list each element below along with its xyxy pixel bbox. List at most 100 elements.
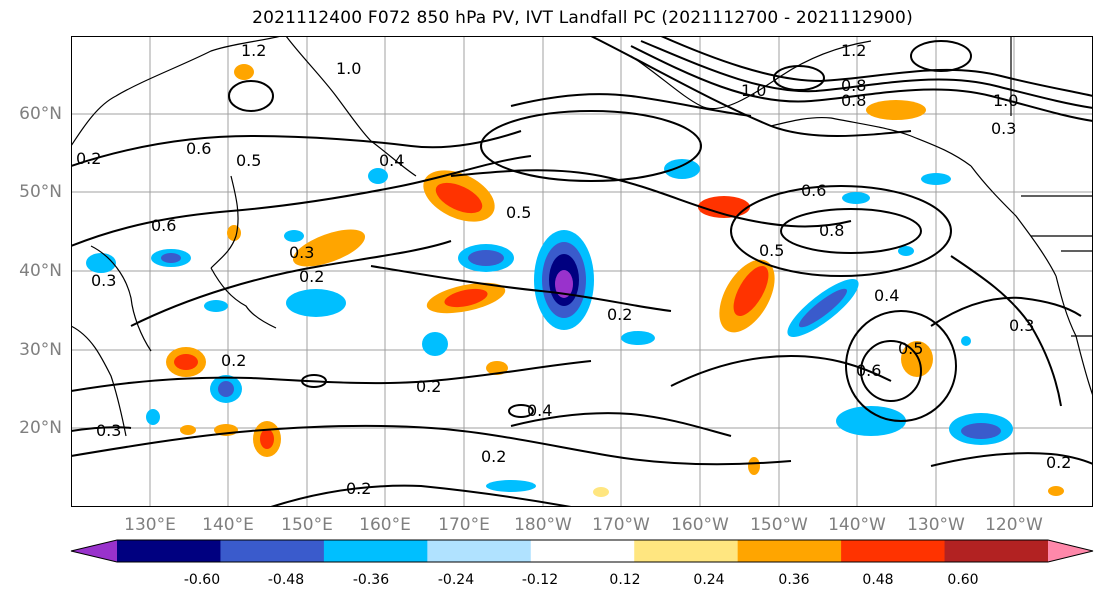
colorbar-tick: -0.60 — [183, 572, 221, 588]
contour-label: 0.5 — [898, 339, 923, 358]
lon-label: 130°E — [124, 515, 176, 535]
lon-label: 160°W — [671, 515, 729, 535]
contour-label: 0.2 — [481, 447, 506, 466]
colorbar-border — [70, 539, 1094, 563]
contour-label: 0.4 — [527, 401, 552, 420]
positive-anomaly — [292, 229, 366, 267]
positive-anomaly — [593, 487, 609, 497]
colorbar-swatch — [841, 540, 946, 562]
negative-anomaly — [961, 336, 971, 346]
lon-label: 120°W — [985, 515, 1043, 535]
negative-anomaly — [468, 250, 504, 266]
colorbar-swatch-over — [1048, 540, 1093, 562]
contour-label: 1.0 — [741, 81, 766, 100]
contour-label: 0.3 — [991, 119, 1016, 138]
lon-label: 170°E — [438, 515, 490, 535]
colorbar-tick: -0.48 — [267, 572, 305, 588]
contour-label: 0.5 — [506, 203, 531, 222]
colorbar-swatch — [427, 540, 532, 562]
positive-anomaly — [435, 182, 483, 214]
negative-anomaly — [555, 270, 573, 298]
colorbar-tick: -0.12 — [521, 572, 559, 588]
negative-anomaly — [486, 480, 536, 492]
positive-anomaly — [180, 425, 196, 435]
contour-label: 0.2 — [299, 267, 324, 286]
colorbar-swatches — [70, 539, 1094, 563]
lat-label: 30°N — [19, 340, 62, 360]
lon-label: 180°W — [514, 515, 572, 535]
negative-anomaly — [664, 159, 700, 179]
contour-label: 1.2 — [841, 41, 866, 60]
contour-label: 0.2 — [221, 351, 246, 370]
lat-label: 60°N — [19, 104, 62, 124]
colorbar-tick: 0.48 — [862, 572, 894, 588]
lon-label: 140°E — [202, 515, 254, 535]
negative-anomaly — [422, 332, 448, 356]
colorbar-tick: 0.60 — [947, 572, 979, 588]
colorbar-swatch — [117, 540, 221, 562]
colorbar — [70, 539, 1094, 563]
colorbar-swatch — [944, 540, 1049, 562]
negative-anomaly — [161, 253, 181, 263]
lon-label: 150°E — [281, 515, 333, 535]
positive-anomaly — [444, 288, 488, 308]
negative-anomaly — [898, 246, 914, 256]
lon-label: 130°W — [907, 515, 965, 535]
lon-label: 160°E — [359, 515, 411, 535]
contour-label: 1.0 — [993, 91, 1018, 110]
colorbar-tick: -0.36 — [352, 572, 390, 588]
positive-anomaly — [486, 361, 508, 375]
positive-anomaly — [733, 266, 769, 316]
contour-label: 1.0 — [336, 59, 361, 78]
contour-label: 1.2 — [241, 41, 266, 60]
anomaly-fills — [86, 64, 1064, 497]
positive-anomaly — [234, 64, 254, 80]
lat-label: 50°N — [19, 182, 62, 202]
negative-anomaly — [284, 230, 304, 242]
colorbar-swatch-under — [71, 540, 117, 562]
negative-anomaly — [204, 300, 228, 312]
negative-anomaly — [961, 423, 1001, 439]
contour-label: 0.8 — [819, 221, 844, 240]
contour-label: 0.2 — [416, 377, 441, 396]
lat-label: 20°N — [19, 418, 62, 438]
contour-label: 0.4 — [379, 151, 404, 170]
negative-anomaly — [836, 406, 906, 436]
positive-anomaly — [227, 225, 241, 241]
contour-lines — [71, 36, 1093, 507]
contour-label: 0.6 — [186, 139, 211, 158]
map-frame — [71, 36, 1093, 507]
colorbar-swatch — [220, 540, 325, 562]
colorbar-swatch — [530, 540, 635, 562]
negative-anomaly — [842, 192, 870, 204]
map-panel: 1.0 1.2 1.0 1.2 0.8 0.6 0.5 0.4 0.5 0.3 … — [71, 36, 1093, 507]
colorbar-tick: 0.36 — [778, 572, 810, 588]
contour-label: 0.6 — [801, 181, 826, 200]
contour-label: 0.5 — [759, 241, 784, 260]
contour-label: 0.2 — [346, 479, 371, 498]
contour-label: 0.3 — [96, 421, 121, 440]
negative-anomaly — [86, 253, 116, 273]
contour-label: 0.2 — [607, 305, 632, 324]
colorbar-tick: 0.12 — [609, 572, 641, 588]
contour-label: 0.2 — [76, 149, 101, 168]
contour-label: 0.8 — [841, 76, 866, 95]
negative-anomaly — [286, 289, 346, 317]
negative-anomaly — [798, 288, 848, 328]
negative-anomaly — [368, 168, 388, 184]
colorbar-tick: -0.24 — [437, 572, 475, 588]
contour-label: 0.3 — [1009, 316, 1034, 335]
contour-labels: 1.0 1.2 1.0 1.2 0.8 0.6 0.5 0.4 0.5 0.3 … — [76, 41, 1071, 498]
contour-label: 0.2 — [1046, 453, 1071, 472]
map-title: 2021112400 F072 850 hPa PV, IVT Landfall… — [252, 8, 913, 28]
positive-anomaly — [748, 457, 760, 475]
positive-anomaly — [1048, 486, 1064, 496]
colorbar-swatch — [737, 540, 842, 562]
negative-anomaly — [218, 381, 234, 397]
colorbar-tick: 0.24 — [693, 572, 725, 588]
contour-label: 0.6 — [856, 361, 881, 380]
negative-anomaly — [921, 173, 951, 185]
lon-label: 140°W — [828, 515, 886, 535]
lon-label: 170°W — [592, 515, 650, 535]
colorbar-swatch — [323, 540, 428, 562]
